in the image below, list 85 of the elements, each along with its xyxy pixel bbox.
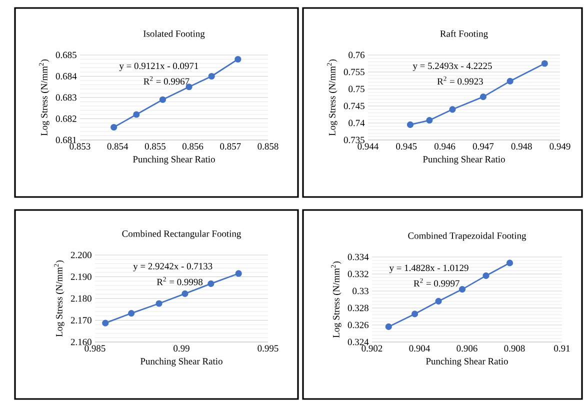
x-tick-label: 0.854 [107, 143, 128, 150]
y-tick-label: 0.685 [56, 52, 76, 58]
point [411, 310, 418, 318]
x-tick-label: 0.945 [396, 143, 417, 150]
point [458, 286, 466, 293]
x-tick-label: 0.857 [220, 143, 241, 150]
x-tick-label: 0.902 [362, 345, 382, 352]
point [208, 280, 214, 288]
y-tick-label: 0.326 [348, 322, 369, 328]
chart-title: Raft Footing [440, 30, 488, 39]
x-tick-label: 0.946 [434, 143, 456, 150]
y-tick-label: 2.160 [70, 338, 92, 346]
x-tick-label: 0.906 [456, 345, 478, 352]
y-tick-label: 0.33 [352, 288, 368, 294]
y-tick-label: 0.328 [348, 304, 368, 312]
chart-title: Combined Rectangular Footing [122, 230, 241, 239]
point [156, 300, 162, 307]
y-tick-label: 0.332 [348, 270, 368, 278]
x-tick-label: 0.908 [504, 345, 525, 352]
annotation: R$^{2}$ = 0.9998 [156, 276, 203, 286]
point [234, 56, 242, 63]
point [385, 323, 392, 330]
chart-title: Isolated Footing [143, 30, 205, 39]
y-tick-label: 0.755 [344, 68, 364, 76]
x-axis-title: Punching Shear Ratio [132, 156, 215, 164]
x-tick-label: 0.947 [472, 143, 494, 150]
y-tick-label: 0.682 [56, 116, 76, 122]
point [426, 116, 433, 124]
x-axis-title: Punching Shear Ratio [140, 358, 222, 366]
point [159, 96, 166, 103]
point [506, 260, 514, 266]
x-tick-label: 0.99 [174, 345, 190, 352]
annotation: y = 0.9121x - 0.0971 [119, 62, 198, 72]
y-tick-label: 0.745 [344, 102, 364, 110]
y-tick-label: 2.190 [70, 274, 92, 280]
x-tick-label: 0.91 [554, 345, 570, 352]
point [480, 94, 487, 100]
point [208, 72, 215, 80]
x-tick-label: 0.904 [409, 345, 430, 352]
x-tick-label: 0.855 [144, 143, 166, 150]
annotation: y = 5.2493x - 4.2225 [412, 62, 492, 72]
y-tick-label: 2.170 [70, 317, 92, 324]
y-tick-label: 0.735 [344, 136, 364, 144]
point [133, 111, 140, 118]
point [235, 270, 242, 277]
point [102, 320, 109, 326]
x-tick-label: 0.995 [258, 345, 278, 352]
point [449, 106, 456, 113]
point [406, 121, 414, 128]
x-tick-label: 0.948 [511, 143, 532, 150]
x-tick-label: 0.944 [358, 143, 379, 150]
y-axis-title: Log Stress (N/mm$^{2}$) [327, 59, 338, 136]
y-axis-title: Log Stress (N/mm$^{2}$) [54, 260, 64, 337]
y-tick-label: 0.684 [56, 73, 77, 80]
point [110, 124, 118, 131]
x-axis-title: Punching Shear Ratio [423, 156, 505, 164]
annotation: y = 2.9242x - 0.7133 [133, 263, 212, 272]
x-tick-label: 0.856 [182, 143, 204, 150]
y-tick-label: 0.76 [348, 52, 365, 58]
y-axis-title: Log Stress (N/mm$^{2}$) [331, 261, 342, 338]
point [506, 78, 514, 84]
annotation: y = 1.4828x - 1.0129 [389, 264, 468, 274]
x-tick-label: 0.858 [258, 143, 278, 150]
annotation: R$^{2}$ = 0.9923 [437, 76, 483, 85]
y-tick-label: 0.681 [56, 136, 76, 144]
point [541, 60, 548, 67]
x-tick-label: 0.853 [70, 143, 90, 150]
chart-title: Combined Trapezoidal Footing [408, 232, 526, 241]
point [482, 272, 490, 279]
y-tick-label: 0.334 [348, 254, 369, 260]
point [128, 310, 135, 317]
y-tick-label: 2.200 [70, 252, 92, 258]
x-axis-title: Punching Shear Ratio [426, 358, 508, 366]
point [182, 290, 188, 298]
y-tick-label: 0.75 [348, 86, 364, 92]
y-axis-title: Log Stress (N/mm$^{2}$) [39, 59, 50, 136]
x-tick-label: 0.949 [550, 143, 570, 150]
y-tick-label: 2.180 [70, 295, 92, 302]
y-tick-label: 0.683 [56, 94, 76, 101]
annotation: R$^{2}$ = 0.9967 [144, 76, 190, 85]
y-tick-label: 0.324 [348, 338, 369, 346]
annotation: R$^{2}$ = 0.9997 [414, 278, 460, 287]
y-tick-label: 0.74 [348, 120, 365, 126]
point [435, 298, 442, 304]
x-tick-label: 0.985 [84, 345, 106, 352]
